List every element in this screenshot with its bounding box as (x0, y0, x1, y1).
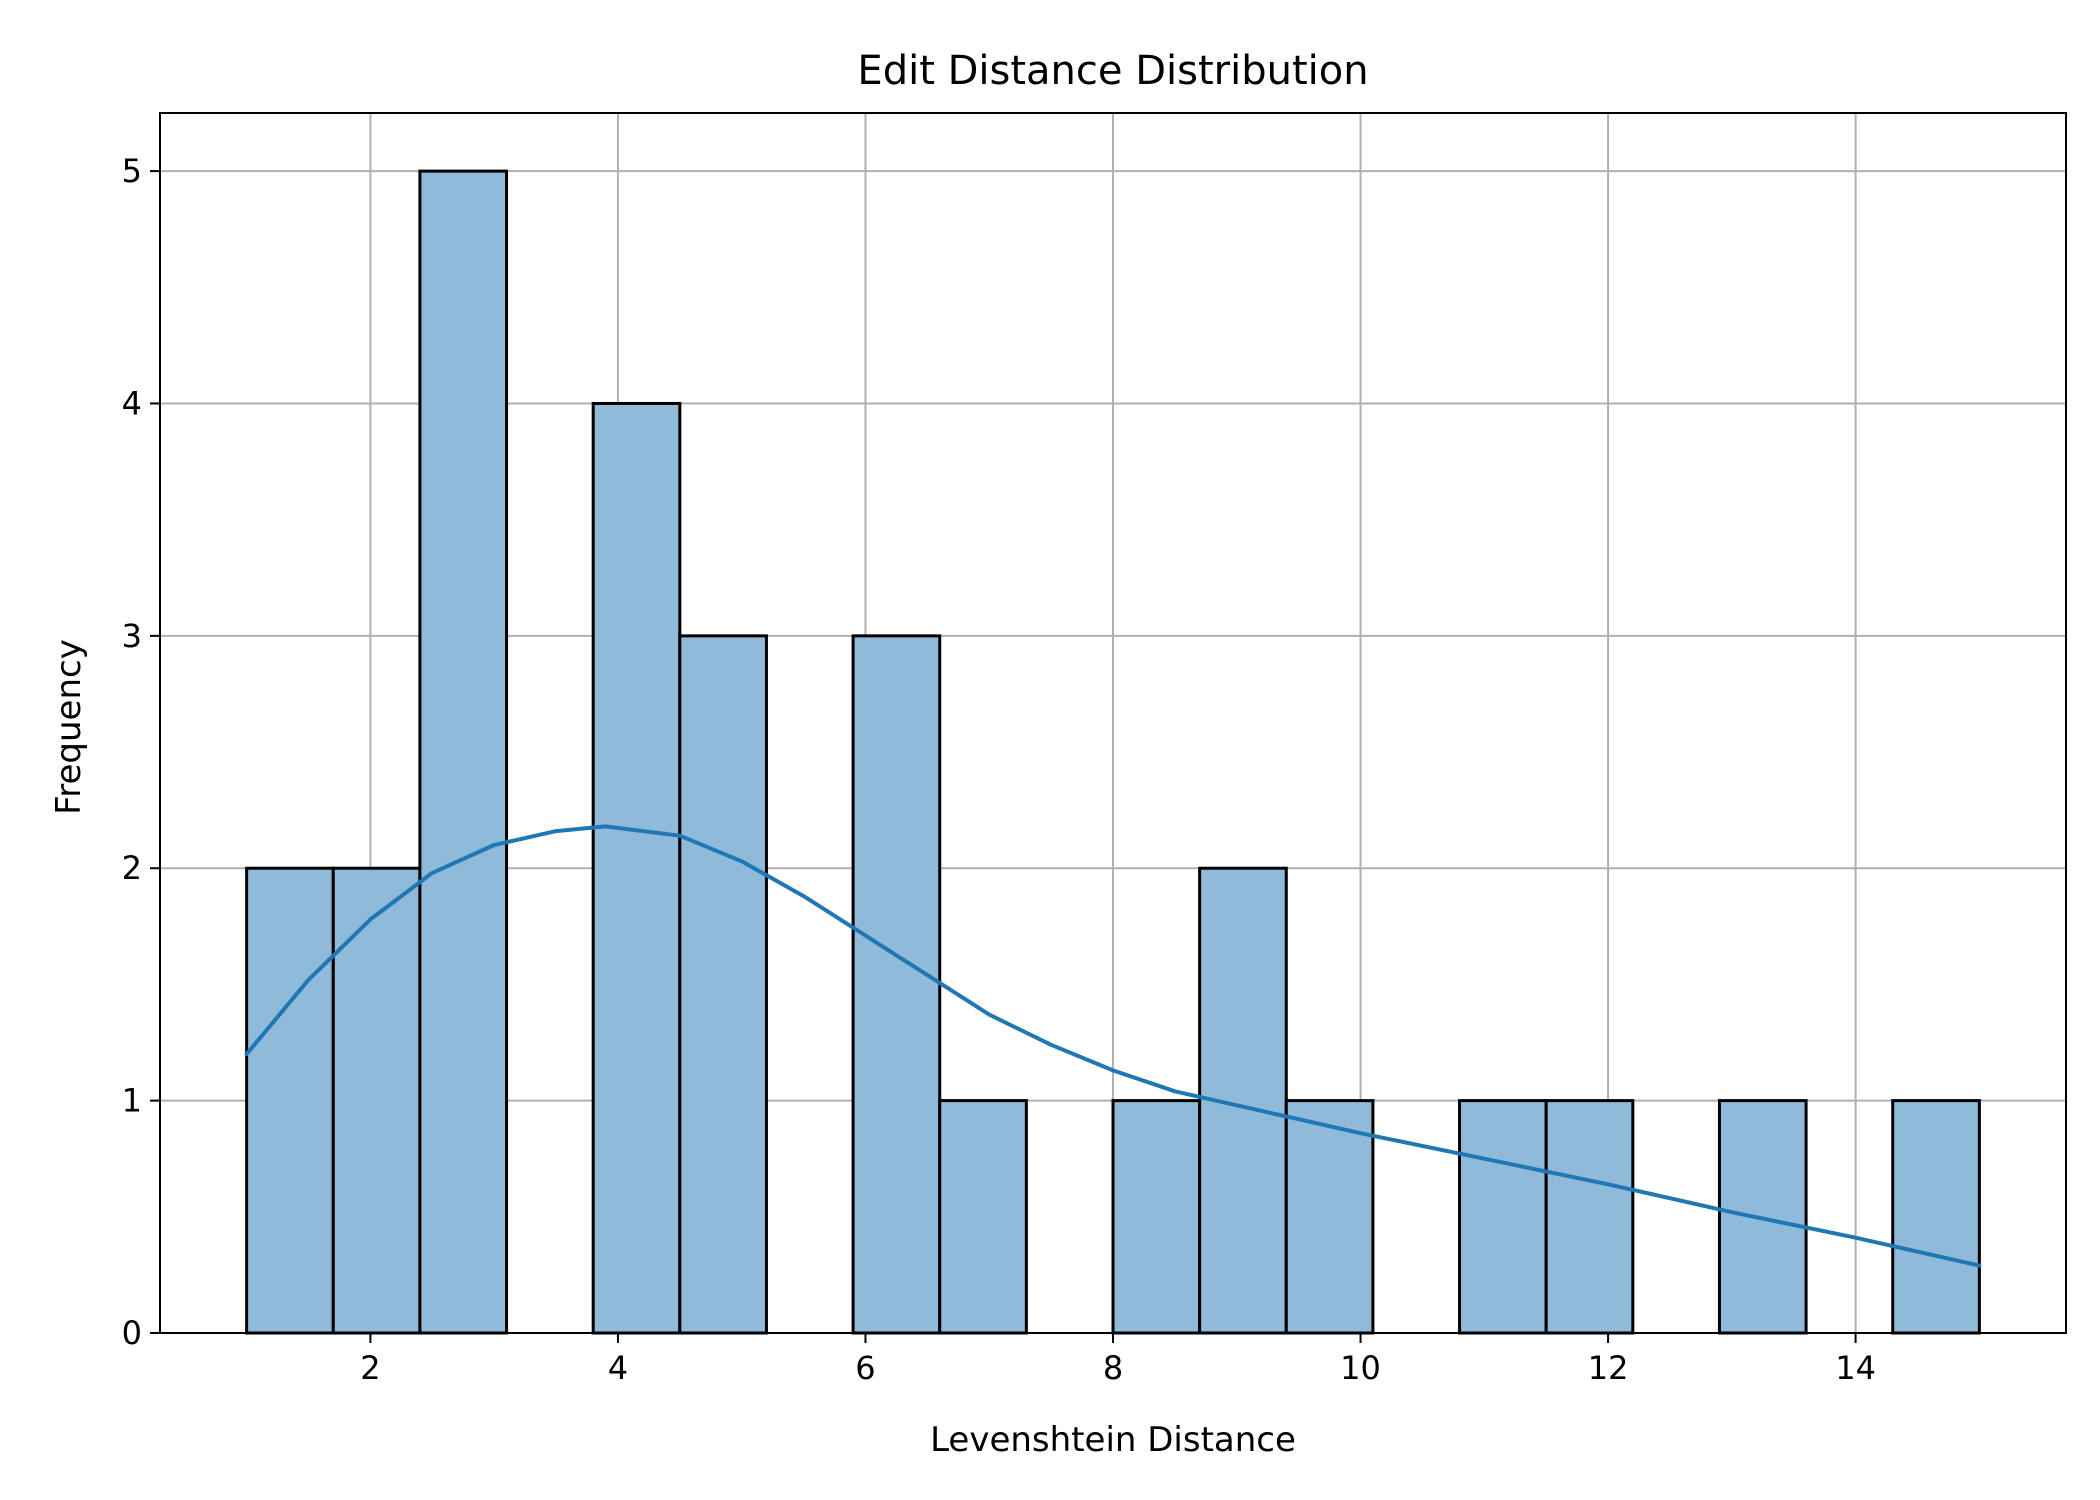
y-tick-label: 3 (122, 617, 142, 655)
x-tick-label: 2 (360, 1349, 380, 1387)
histogram-bar-2 (331, 866, 422, 1335)
histogram-bar-8 (851, 634, 942, 1335)
kde-curve (244, 824, 1982, 1268)
x-tick-label: 4 (608, 1349, 628, 1387)
kde-curve-group (244, 824, 1982, 1268)
y-tick-label: 0 (122, 1314, 142, 1352)
y-tick-label: 1 (122, 1082, 142, 1120)
x-tick-label: 14 (1835, 1349, 1876, 1387)
histogram-bar-3 (418, 169, 509, 1335)
histogram-bar-13 (1284, 1099, 1375, 1335)
chart-title: Edit Distance Distribution (857, 48, 1368, 94)
x-tick-label: 12 (1588, 1349, 1629, 1387)
x-axis-ticks: 2 4 6 8 10 12 14 (360, 1333, 1876, 1387)
histogram-bar-5 (591, 401, 682, 1335)
y-axis-label: Frequency (49, 639, 89, 815)
y-axis-ticks: 0 1 2 3 4 5 (122, 152, 160, 1352)
x-tick-label: 8 (1103, 1349, 1123, 1387)
y-tick-label: 5 (122, 152, 142, 190)
histogram-bar-16 (1544, 1099, 1635, 1335)
histogram-bar-20 (1891, 1099, 1981, 1335)
x-tick-label: 10 (1340, 1349, 1381, 1387)
x-tick-label: 6 (855, 1349, 875, 1387)
histogram-bars (245, 169, 1981, 1335)
histogram-bar-11 (1111, 1099, 1202, 1335)
y-tick-label: 4 (122, 384, 142, 422)
histogram-bar-6 (678, 634, 768, 1335)
histogram-bar-1 (245, 866, 335, 1335)
histogram-bar-15 (1458, 1099, 1548, 1335)
histogram-bar-9 (938, 1099, 1028, 1335)
y-tick-label: 2 (122, 849, 142, 887)
x-axis-label: Levenshtein Distance (930, 1420, 1296, 1460)
